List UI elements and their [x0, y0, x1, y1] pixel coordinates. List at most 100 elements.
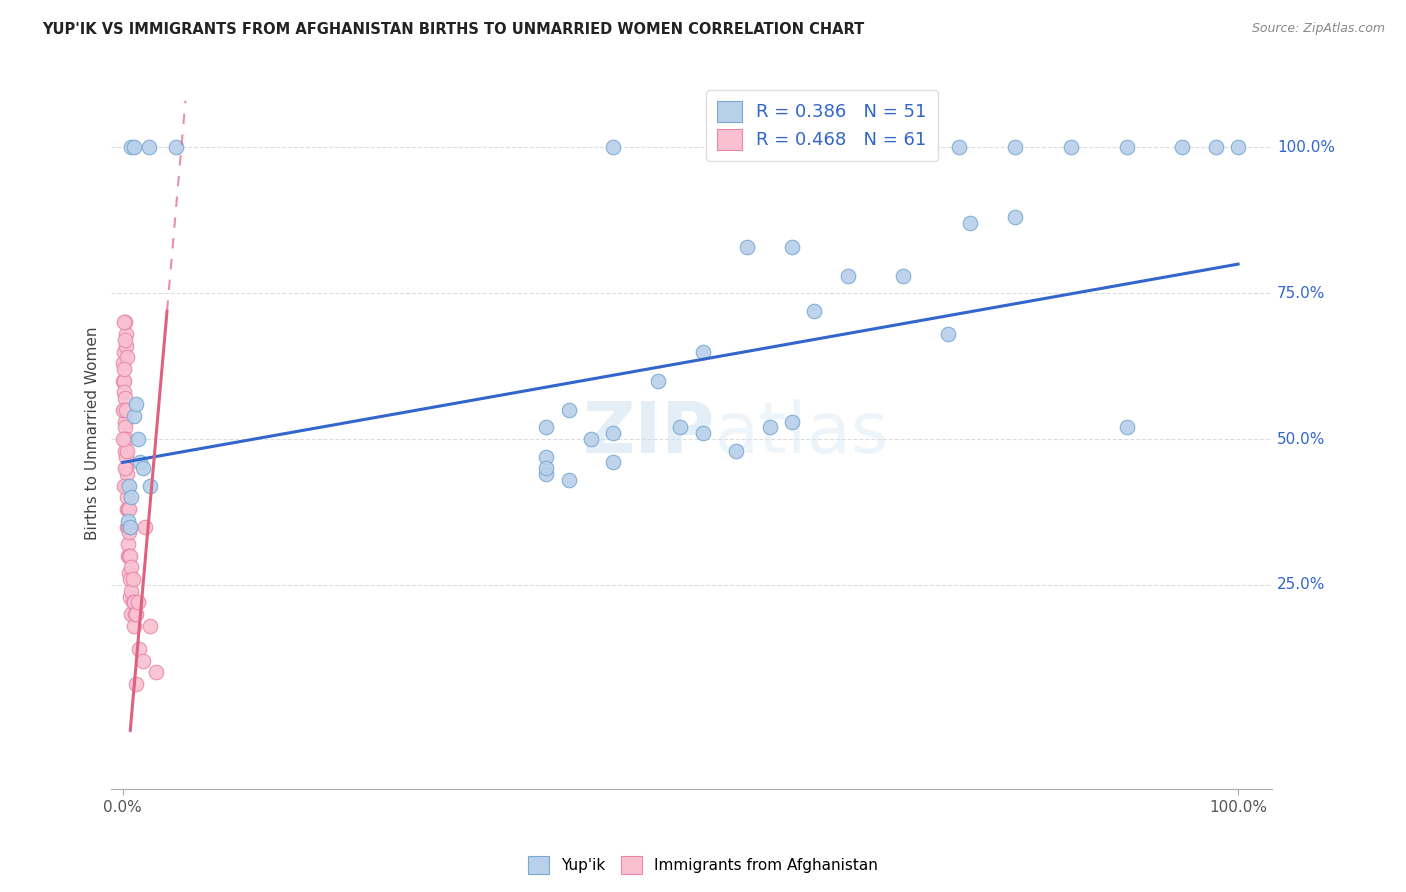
Point	[536, 467, 558, 482]
Point	[117, 519, 139, 533]
Point	[115, 450, 138, 464]
Point	[114, 333, 136, 347]
Point	[536, 420, 558, 434]
Point	[121, 560, 143, 574]
Point	[125, 677, 148, 691]
Point	[114, 420, 136, 434]
Point	[120, 519, 142, 533]
Point	[138, 140, 160, 154]
Point	[893, 140, 915, 154]
Point	[118, 479, 141, 493]
Point	[117, 549, 139, 563]
Point	[118, 525, 141, 540]
Text: Source: ZipAtlas.com: Source: ZipAtlas.com	[1251, 22, 1385, 36]
Point	[139, 479, 162, 493]
Legend: R = 0.386   N = 51, R = 0.468   N = 61: R = 0.386 N = 51, R = 0.468 N = 61	[706, 90, 938, 161]
Point	[127, 432, 149, 446]
Point	[1227, 140, 1250, 154]
Point	[120, 590, 142, 604]
Point	[936, 327, 959, 342]
Point	[959, 216, 981, 230]
Point	[112, 432, 135, 446]
Point	[121, 583, 143, 598]
Point	[780, 239, 803, 253]
Point	[112, 385, 135, 400]
Point	[837, 140, 859, 154]
Point	[134, 519, 156, 533]
Point	[121, 607, 143, 621]
Point	[122, 595, 145, 609]
Point	[115, 519, 138, 533]
Point	[115, 351, 138, 365]
Point	[121, 572, 143, 586]
Point	[602, 455, 624, 469]
Point	[121, 491, 143, 505]
Point	[128, 642, 150, 657]
Point	[115, 327, 138, 342]
Point	[127, 595, 149, 609]
Point	[536, 461, 558, 475]
Point	[948, 140, 970, 154]
Point	[118, 502, 141, 516]
Point	[114, 392, 136, 406]
Point	[121, 595, 143, 609]
Point	[115, 491, 138, 505]
Point	[115, 502, 138, 516]
Text: 75.0%: 75.0%	[1277, 285, 1326, 301]
Point	[112, 362, 135, 376]
Point	[125, 607, 148, 621]
Point	[647, 374, 669, 388]
Point	[115, 443, 138, 458]
Point	[1060, 140, 1083, 154]
Point	[735, 239, 758, 253]
Point	[124, 607, 146, 621]
Point	[602, 140, 624, 154]
Legend: Yup'ik, Immigrants from Afghanistan: Yup'ik, Immigrants from Afghanistan	[522, 850, 884, 880]
Point	[114, 315, 136, 329]
Point	[129, 455, 152, 469]
Point	[131, 461, 153, 475]
Y-axis label: Births to Unmarried Women: Births to Unmarried Women	[86, 326, 100, 540]
Point	[165, 140, 187, 154]
Point	[122, 409, 145, 423]
Point	[735, 140, 758, 154]
Point	[122, 619, 145, 633]
Point	[121, 140, 143, 154]
Point	[579, 432, 602, 446]
Point	[114, 432, 136, 446]
Text: 25.0%: 25.0%	[1277, 577, 1326, 592]
Point	[112, 356, 135, 370]
Text: 50.0%: 50.0%	[1277, 432, 1326, 447]
Point	[120, 572, 142, 586]
Point	[780, 415, 803, 429]
Text: 100.0%: 100.0%	[1277, 140, 1336, 155]
Point	[115, 339, 138, 353]
Point	[558, 403, 581, 417]
Point	[114, 443, 136, 458]
Point	[115, 432, 138, 446]
Point	[692, 426, 714, 441]
Point	[1171, 140, 1194, 154]
Point	[145, 665, 167, 680]
Point	[758, 420, 780, 434]
Point	[692, 344, 714, 359]
Point	[893, 268, 915, 283]
Point	[115, 461, 138, 475]
Point	[112, 403, 135, 417]
Point	[114, 415, 136, 429]
Point	[837, 268, 859, 283]
Point	[131, 654, 153, 668]
Point	[117, 502, 139, 516]
Point	[803, 303, 825, 318]
Point	[117, 479, 139, 493]
Point	[125, 397, 148, 411]
Point	[120, 519, 142, 533]
Text: ZIP: ZIP	[582, 399, 714, 467]
Point	[112, 374, 135, 388]
Point	[122, 140, 145, 154]
Point	[602, 426, 624, 441]
Point	[1205, 140, 1227, 154]
Point	[117, 514, 139, 528]
Point	[112, 479, 135, 493]
Point	[1115, 140, 1137, 154]
